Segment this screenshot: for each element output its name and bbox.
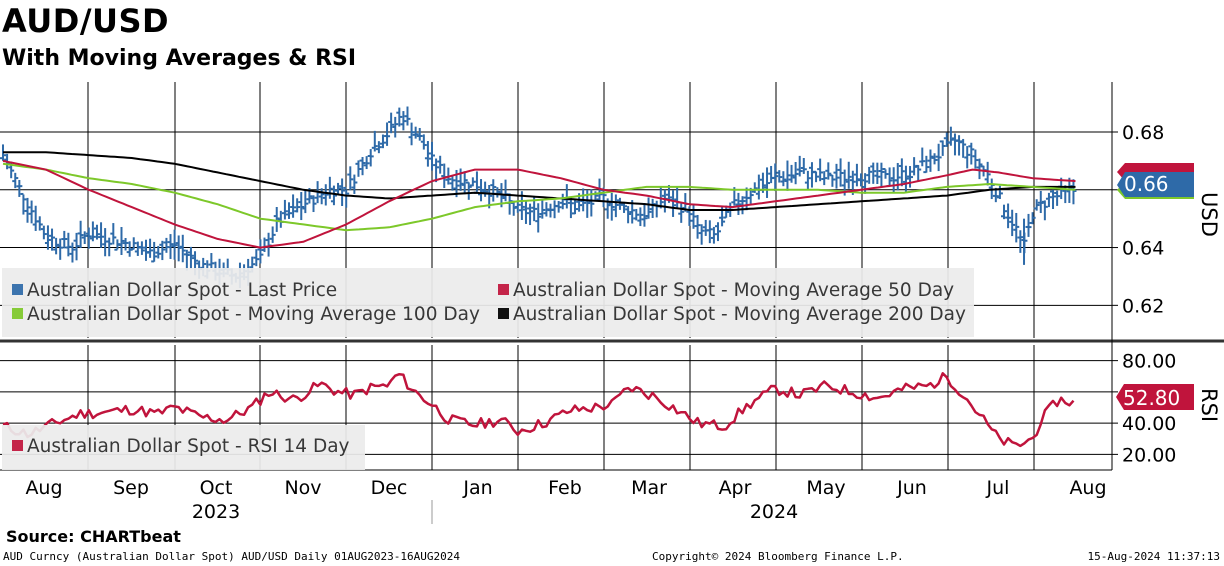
- footer-timestamp: 15-Aug-2024 11:37:13: [1087, 550, 1220, 563]
- legend-item-ma50: Australian Dollar Spot - Moving Average …: [498, 280, 954, 301]
- x-year-label: 2024: [750, 501, 798, 523]
- rsi-tick-label: 40.00: [1122, 413, 1176, 435]
- x-tick-label: Jan: [462, 477, 492, 499]
- x-axis-year-labels: 2023 2024: [192, 501, 798, 523]
- price-tick-labels: 0.68 0.64 0.62: [1122, 122, 1164, 317]
- rsi-value-tag: [1116, 384, 1194, 410]
- legend-swatch-price: [12, 284, 23, 295]
- x-axis-month-labels: Aug Sep Oct Nov Dec Jan Feb Mar Apr May Jun Jul Aug: [25, 477, 1106, 499]
- x-tick-label: Feb: [548, 477, 582, 499]
- price-legend: Australian Dollar Spot - Last Price Aust…: [2, 268, 974, 337]
- x-tick-label: Mar: [631, 477, 667, 499]
- price-tick-label: 0.68: [1122, 122, 1164, 144]
- price-tick-label: 0.62: [1122, 295, 1164, 317]
- legend-item-ma200: Australian Dollar Spot - Moving Average …: [498, 304, 966, 325]
- ma100-line: [2, 162, 1076, 232]
- price-value-tag: [1117, 172, 1194, 197]
- x-tick-label: Jun: [896, 477, 927, 499]
- price-tick-label: 0.64: [1122, 238, 1164, 260]
- ma50-line: [2, 159, 1076, 249]
- x-tick-label: Aug: [1069, 477, 1106, 499]
- legend-swatch-ma200: [498, 308, 509, 319]
- legend-swatch-rsi: [12, 440, 23, 451]
- x-tick-label: Aug: [25, 477, 62, 499]
- x-year-label: 2023: [192, 501, 240, 523]
- rsi-line: [2, 372, 1075, 448]
- legend-item-rsi: Australian Dollar Spot - RSI 14 Day: [12, 436, 350, 457]
- x-tick-label: Dec: [371, 477, 408, 499]
- rsi-tick-label: 80.00: [1122, 351, 1176, 373]
- footer-copyright: Copyright© 2024 Bloomberg Finance L.P.: [652, 550, 904, 563]
- price-y-axis-label: USD: [1197, 192, 1221, 237]
- legend-swatch-ma100: [12, 308, 23, 319]
- x-tick-label: Jul: [986, 477, 1010, 499]
- rsi-current-value: 52.80: [1123, 386, 1180, 410]
- chart-title: AUD/USD: [2, 2, 170, 40]
- rsi-y-axis-label: RSI: [1197, 388, 1221, 422]
- rsi-tick-label: 20.00: [1122, 444, 1176, 466]
- price-current-value: 0.66: [1124, 172, 1169, 196]
- chart-subtitle: With Moving Averages & RSI: [2, 46, 357, 71]
- x-tick-label: Nov: [284, 477, 321, 499]
- rsi-legend: Australian Dollar Spot - RSI 14 Day: [2, 425, 365, 470]
- legend-item-price: Australian Dollar Spot - Last Price: [12, 280, 337, 301]
- source-label: Source: CHARTbeat: [6, 527, 181, 546]
- legend-swatch-ma50: [498, 284, 509, 295]
- x-tick-label: Sep: [113, 477, 149, 499]
- x-tick-label: Oct: [200, 477, 233, 499]
- legend-item-ma100: Australian Dollar Spot - Moving Average …: [12, 304, 480, 325]
- ma200-line: [3, 151, 1076, 211]
- x-tick-label: May: [806, 477, 845, 499]
- x-tick-label: Apr: [719, 477, 752, 499]
- footer-ticker: AUD Curncy (Australian Dollar Spot) AUD/…: [3, 550, 460, 563]
